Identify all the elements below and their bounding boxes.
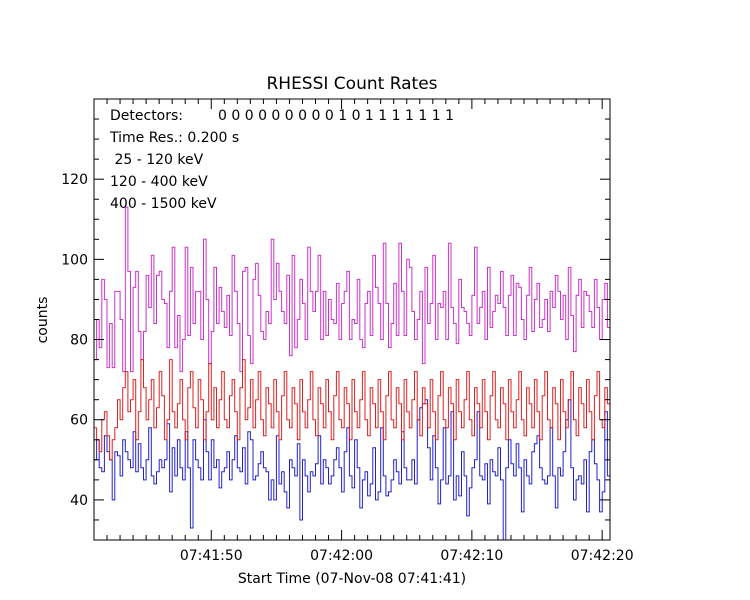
legend-entry-25-120-kev: 25 - 120 keV <box>110 152 204 168</box>
time-resolution-label: Time Res.: 0.200 s <box>109 130 239 146</box>
x-tick-label: 07:41:50 <box>180 548 243 564</box>
series-line-0 <box>94 399 610 541</box>
legend-entry-400-1500-kev: 400 - 1500 keV <box>110 196 217 212</box>
chart-title: RHESSI Count Rates <box>266 74 437 94</box>
series-layer <box>94 206 610 541</box>
detectors-value: 0 0 0 0 0 0 0 0 0 1 0 1 1 1 1 1 1 1 <box>218 108 454 124</box>
x-tick-label: 07:42:00 <box>310 548 373 564</box>
y-tick-label: 100 <box>61 252 88 268</box>
x-tick-label: 07:42:20 <box>571 548 634 564</box>
x-tick-label: 07:42:10 <box>440 548 503 564</box>
legend-entry-120-400-kev: 120 - 400 keV <box>110 174 208 190</box>
y-tick-label: 60 <box>70 413 88 429</box>
detectors-label: Detectors: <box>110 108 183 124</box>
series-line-2 <box>94 359 610 461</box>
y-axis-label: counts <box>35 297 51 344</box>
legend: Detectors: 0 0 0 0 0 0 0 0 0 1 0 1 1 1 1… <box>109 108 454 212</box>
y-tick-label: 80 <box>70 333 88 349</box>
y-axis: 40 60 80 100 120 <box>61 98 610 541</box>
x-axis-label: Start Time (07-Nov-08 07:41:41) <box>238 571 466 587</box>
y-tick-label: 40 <box>70 493 88 509</box>
series-line-1 <box>94 206 610 373</box>
x-axis: 07:41:50 07:42:00 07:42:10 07:42:20 <box>93 99 634 564</box>
y-tick-label: 120 <box>61 172 88 188</box>
